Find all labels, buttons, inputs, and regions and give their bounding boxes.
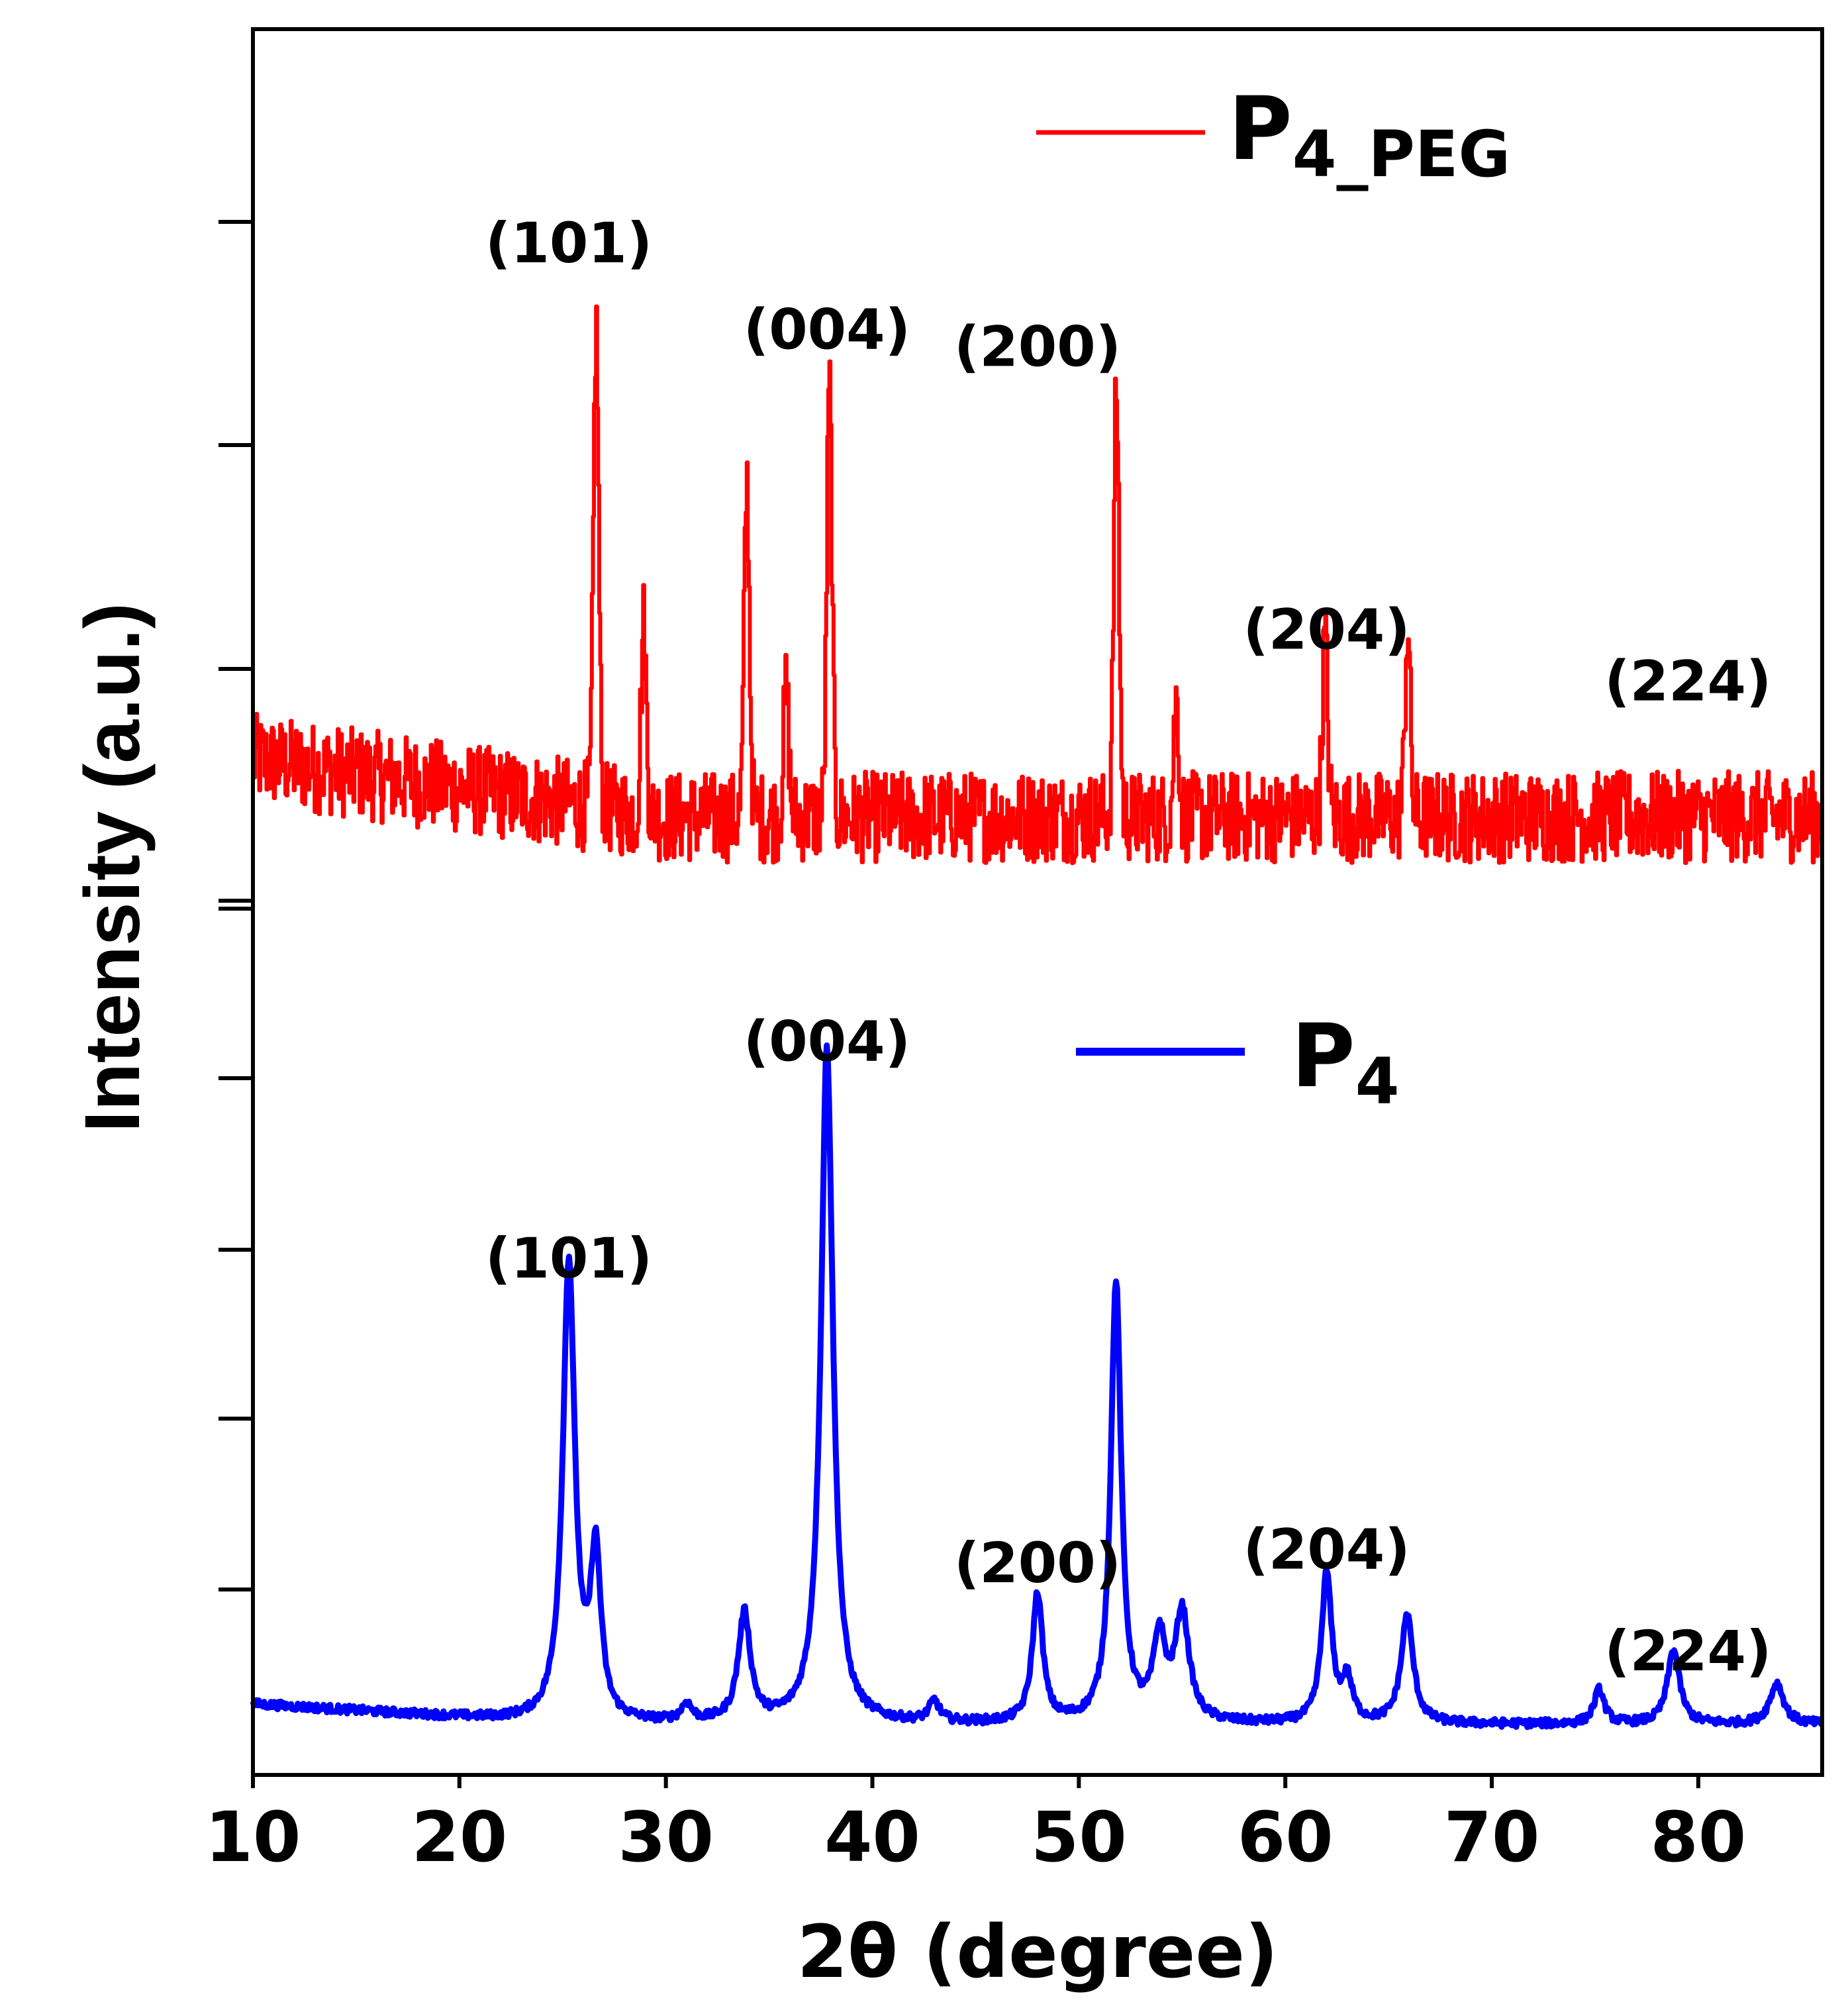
panel-p4: (101) (004) (200) (204) (224) P4 xyxy=(219,1005,1824,1731)
peak-label: (224) xyxy=(1604,649,1771,714)
x-tick-label: 60 xyxy=(1238,1797,1334,1878)
peak-label: (101) xyxy=(485,1226,652,1291)
y-axis-title: Intensity (a.u.) xyxy=(69,603,156,1133)
x-tick-label: 50 xyxy=(1031,1797,1127,1878)
legend-label: P4 xyxy=(1291,1005,1400,1119)
peak-label: (101) xyxy=(485,211,652,276)
peak-label: (004) xyxy=(744,1009,910,1074)
x-axis-title: 2θ (degree) xyxy=(797,1909,1279,1994)
peak-label: (200) xyxy=(954,315,1121,379)
x-tick-label: 80 xyxy=(1651,1797,1747,1878)
x-tick-label: 70 xyxy=(1444,1797,1540,1878)
x-axis: 10 20 30 40 50 60 70 80 xyxy=(205,1775,1747,1878)
legend-label-main: P xyxy=(1291,1005,1355,1107)
legend-label-main: P xyxy=(1228,78,1292,180)
x-tick-label: 20 xyxy=(411,1797,507,1878)
legend-label-sub: 4 xyxy=(1355,1044,1400,1119)
x-tick-label: 40 xyxy=(824,1797,920,1878)
peak-label: (204) xyxy=(1243,1517,1410,1582)
peak-label: (200) xyxy=(954,1531,1121,1595)
peak-label: (224) xyxy=(1604,1619,1771,1684)
legend-label-sub: 4_PEG xyxy=(1292,117,1511,191)
peak-label: (004) xyxy=(744,297,910,362)
series-line-p4 xyxy=(250,1042,1824,1731)
peak-label: (204) xyxy=(1243,597,1410,662)
panel-p4-peg: (101) (004) (200) (204) (224) P4_PEG xyxy=(219,78,1824,866)
series-line-p4-peg xyxy=(252,304,1824,866)
legend-label: P4_PEG xyxy=(1228,78,1510,191)
x-tick-label: 30 xyxy=(618,1797,714,1878)
x-tick-label: 10 xyxy=(205,1797,301,1878)
